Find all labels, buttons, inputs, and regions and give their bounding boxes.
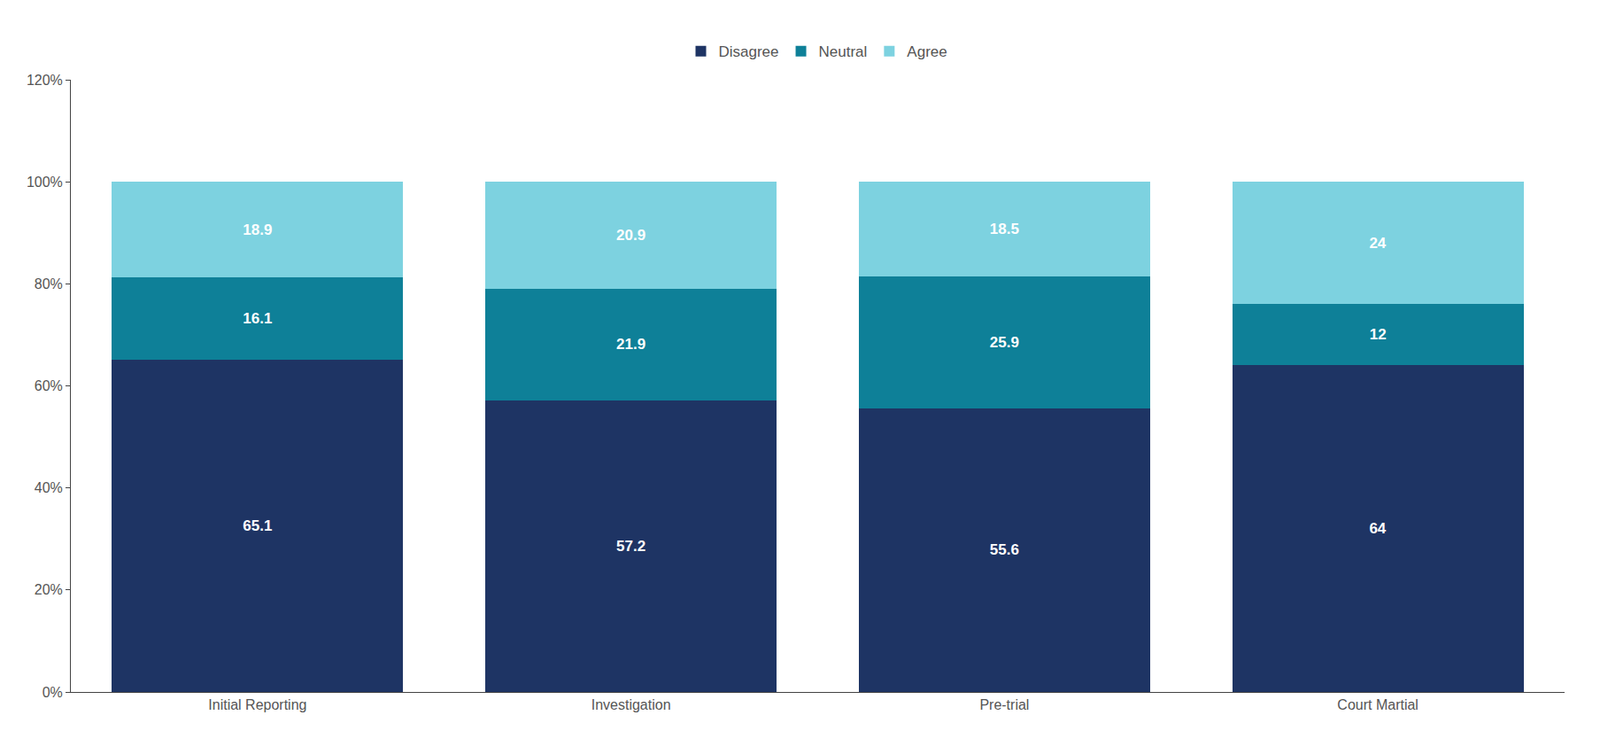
svg-text:Neutral: Neutral — [819, 43, 868, 61]
svg-text:60%: 60% — [34, 378, 63, 394]
svg-text:0%: 0% — [42, 684, 63, 700]
svg-text:80%: 80% — [34, 276, 63, 292]
svg-text:24: 24 — [1368, 234, 1386, 252]
svg-text:100%: 100% — [26, 174, 63, 190]
svg-text:18.9: 18.9 — [242, 221, 272, 239]
svg-text:Agree: Agree — [906, 43, 947, 61]
svg-text:Disagree: Disagree — [718, 43, 780, 61]
svg-text:Investigation: Investigation — [591, 696, 672, 712]
svg-text:57.2: 57.2 — [616, 537, 646, 555]
svg-text:25.9: 25.9 — [989, 333, 1020, 351]
svg-text:21.9: 21.9 — [616, 335, 646, 353]
svg-text:12: 12 — [1369, 325, 1387, 343]
svg-text:18.5: 18.5 — [989, 220, 1020, 238]
svg-text:Pre-trial: Pre-trial — [979, 696, 1029, 712]
svg-text:40%: 40% — [34, 479, 63, 495]
svg-text:20%: 20% — [34, 581, 63, 597]
svg-text:120%: 120% — [26, 72, 63, 88]
svg-text:64: 64 — [1368, 519, 1386, 537]
svg-text:Initial Reporting: Initial Reporting — [208, 696, 307, 712]
svg-text:Court Martial: Court Martial — [1337, 696, 1419, 712]
svg-text:65.1: 65.1 — [242, 517, 272, 534]
svg-text:20.9: 20.9 — [616, 226, 646, 244]
svg-text:55.6: 55.6 — [989, 541, 1020, 558]
svg-text:16.1: 16.1 — [242, 309, 272, 327]
